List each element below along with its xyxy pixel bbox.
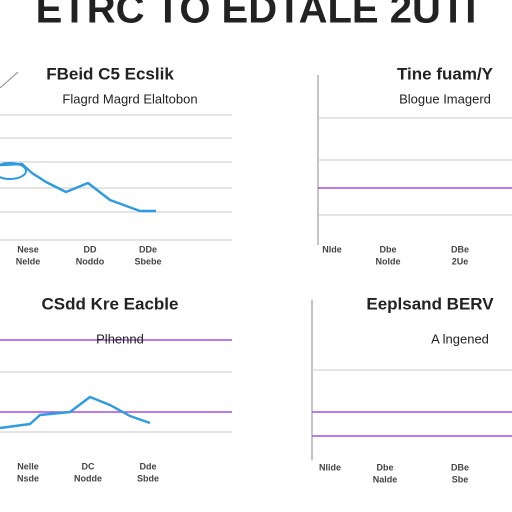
tick-label: Nolde [375,256,400,266]
arrow [0,71,19,89]
tick-label: Nlide [319,462,341,472]
tick-label: Nese [17,244,39,254]
panel [317,75,512,245]
page-title: ETRC TO EDTALE 2UTI [36,0,477,32]
panel-subtitle: Plhennd [96,331,144,346]
tick-label: Sbebe [134,256,161,266]
tick-label: DBe [451,244,469,254]
panel-subtitle: Flagrd Magrd Elaltobon [62,91,197,106]
panel-title: CSdd Kre Eacble [42,294,179,313]
panel-title: Tine fuam/Y [397,64,494,83]
tick-label: Nalde [373,474,398,484]
line [0,162,156,213]
tick-label: Sbde [137,473,159,483]
tick-label: Sbe [452,474,469,484]
tick-label: Nsde [17,473,39,483]
panel-subtitle: A lngened [431,331,489,346]
tick-label: Dde [139,461,156,471]
tick-label: Nelle [17,461,39,471]
panel-texts: FBeid C5 Ecslik Flagrd Magrd Elaltobon Nes… [16,64,495,484]
tick-label: DD [84,244,97,254]
tick-label: Noddo [76,256,105,266]
tick-label: 2Ue [452,256,469,266]
panel [0,71,232,241]
panel-title: Eeplsand BERV [366,294,494,313]
line [0,395,151,430]
panel [0,339,232,433]
tick-label: DC [82,461,95,471]
tick-label: DBe [451,462,469,472]
tick-label: Dbe [379,244,396,254]
panel-title: FBeid C5 Ecslik [46,64,174,83]
tick-label: Nlde [322,244,342,254]
tick-label: Nelde [16,256,41,266]
tick-label: Nodde [74,473,102,483]
tick-label: Dbe [376,462,393,472]
panel [311,300,512,460]
line-marker [0,162,27,180]
panel-subtitle: Blogue Imagerd [399,91,491,106]
tick-label: DDe [139,244,157,254]
